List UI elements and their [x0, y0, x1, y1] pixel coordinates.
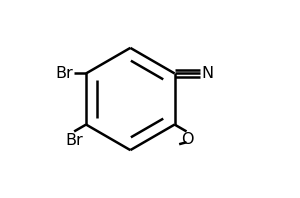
Text: Br: Br [55, 66, 73, 81]
Text: N: N [202, 66, 214, 81]
Text: O: O [181, 132, 194, 148]
Text: Br: Br [66, 133, 83, 148]
